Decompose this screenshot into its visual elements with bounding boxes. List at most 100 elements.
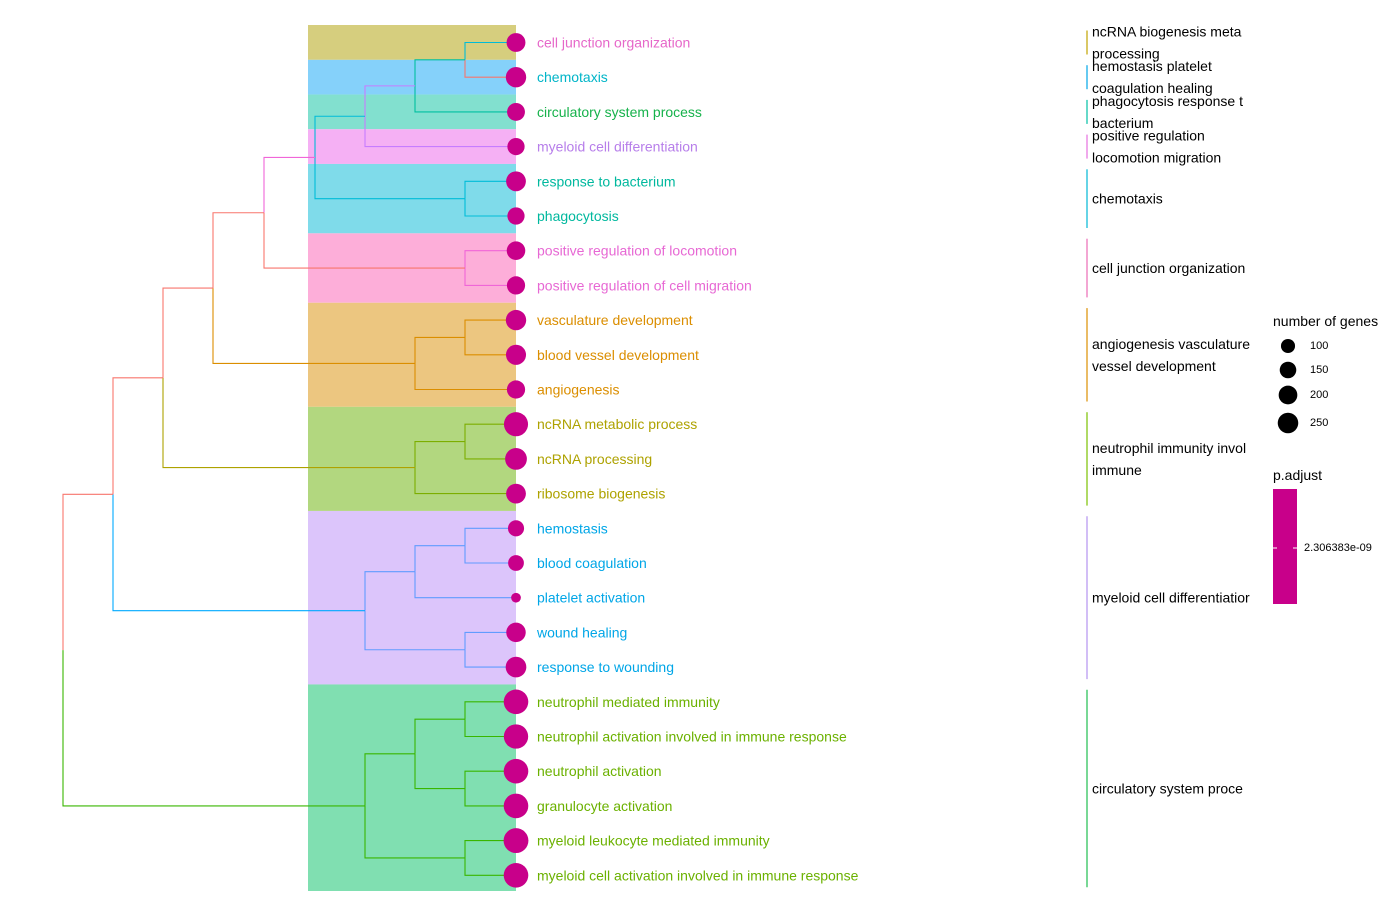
dendrogram-branch [414, 571, 516, 599]
cluster-label: positive regulation [1092, 128, 1205, 144]
dendrogram-branch [464, 788, 516, 807]
term-dot [507, 137, 525, 156]
dendrogram-branch [364, 571, 415, 611]
cluster-label: coagulation healing [1092, 80, 1213, 96]
term-dot [506, 33, 526, 52]
dendrogram-branch [112, 377, 163, 495]
dendrogram-branch [364, 85, 415, 117]
term-dot [506, 483, 526, 504]
term-dot [507, 102, 525, 121]
term-label: platelet activation [537, 590, 645, 606]
cluster-label: locomotion migration [1092, 150, 1221, 166]
dendrogram-branch [414, 545, 465, 572]
cluster-label: chemotaxis [1092, 191, 1163, 207]
term-label: phagocytosis [537, 208, 619, 224]
dendrogram-branch [414, 363, 516, 391]
dendrogram-branch [464, 441, 516, 460]
legend-p-adjust: p.adjust 2.306383e-09 [1273, 467, 1372, 604]
dendrogram-branch [464, 857, 516, 876]
dendrogram-branch [464, 423, 516, 442]
dendrogram-branch [464, 250, 516, 269]
term-label: blood coagulation [537, 555, 647, 571]
term-label: myeloid cell activation involved in immu… [537, 867, 859, 883]
term-dot [506, 171, 526, 192]
term-label: positive regulation of cell migration [537, 277, 752, 293]
dendrogram-branch [464, 545, 516, 564]
dendrogram-branch [314, 157, 465, 200]
dendrogram-branch [62, 650, 365, 807]
term-label: angiogenesis [537, 382, 620, 398]
cluster-label: processing [1092, 46, 1160, 62]
legend-color-value: 2.306383e-09 [1304, 542, 1372, 554]
term-dot [505, 344, 527, 365]
dendrogram-branch [112, 494, 365, 612]
cluster-labels: ncRNA biogenesis meta processinghemostasi… [1086, 24, 1250, 888]
dendrogram-branch [464, 840, 516, 858]
dendrogram-branch [364, 805, 465, 859]
dendrogram-branch [414, 753, 465, 790]
dendrogram-branch [62, 493, 113, 651]
term-dot [505, 656, 527, 678]
cluster-label: phagocytosis response t [1092, 93, 1243, 109]
term-dot [503, 724, 529, 749]
legend-size-label: 100 [1310, 340, 1328, 352]
dendrogram-branch [464, 631, 516, 650]
term-label: circulatory system process [537, 104, 702, 120]
term-label: ribosome biogenesis [537, 486, 665, 502]
dendrogram-branch [162, 287, 213, 378]
term-label: response to bacterium [537, 173, 676, 189]
dendrogram-branch [263, 212, 465, 269]
term-dot [506, 276, 526, 295]
term-label: ncRNA metabolic process [537, 416, 697, 432]
term-dot [503, 828, 529, 854]
dendrogram-branch [364, 116, 516, 148]
dendrogram-branch [464, 649, 516, 668]
term-label: cell junction organization [537, 35, 690, 51]
cluster-block [308, 684, 516, 891]
legend-size-dot [1277, 412, 1299, 434]
cluster-label: ncRNA biogenesis meta [1092, 24, 1242, 40]
cluster-label: circulatory system proce [1092, 781, 1243, 797]
legend-size-label: 200 [1310, 389, 1328, 401]
term-dot [506, 622, 526, 643]
cluster-label: cell junction organization [1092, 260, 1245, 276]
cluster-label: bacterium [1092, 115, 1153, 131]
legend-size-dot [1279, 361, 1297, 379]
legend-size-title: number of genes [1273, 313, 1378, 329]
term-label: chemotaxis [537, 69, 608, 85]
term-label: myeloid leukocyte mediated immunity [537, 833, 770, 849]
dendrogram-branch [414, 85, 516, 113]
term-label: granulocyte activation [537, 798, 672, 814]
term-dot [511, 592, 521, 603]
dendrogram-branch [212, 288, 415, 365]
dendrogram-branch [162, 377, 415, 469]
dendrogram-branch [464, 41, 516, 60]
term-label: neutrophil activation [537, 763, 662, 779]
dendrogram-branch [464, 337, 516, 356]
term-dot [503, 863, 529, 888]
term-label: blood vessel development [537, 347, 699, 363]
term-dots [503, 33, 529, 888]
term-label: myeloid cell differentiation [537, 139, 698, 155]
term-label: wound healing [536, 624, 627, 640]
term-dot [503, 758, 529, 784]
term-dot [507, 207, 525, 225]
cluster-label: vessel development [1092, 358, 1216, 374]
term-label: neutrophil mediated immunity [537, 694, 720, 710]
dendrogram-branch [464, 770, 516, 789]
dendrogram-branch [414, 59, 465, 86]
term-label: neutrophil activation involved in immune… [537, 729, 847, 745]
term-labels: cell junction organization chemotaxis circ… [536, 35, 859, 884]
dendrogram-branch [414, 467, 516, 495]
term-dot [503, 689, 529, 715]
term-dot [505, 67, 527, 88]
dendrogram-branch [464, 319, 516, 338]
dendrogram-branch [263, 156, 315, 213]
legend-color-title: p.adjust [1273, 467, 1322, 483]
legend-size-label: 150 [1310, 364, 1328, 376]
cluster-label: angiogenesis vasculature [1092, 336, 1250, 352]
dendrogram-branch [364, 610, 465, 651]
term-dot [505, 309, 527, 331]
term-label: positive regulation of locomotion [537, 243, 737, 259]
